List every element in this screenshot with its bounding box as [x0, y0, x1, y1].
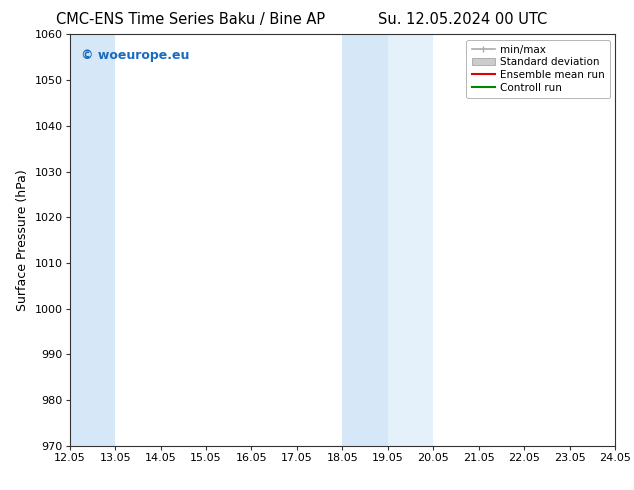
Bar — [70, 34, 115, 446]
Legend: min/max, Standard deviation, Ensemble mean run, Controll run: min/max, Standard deviation, Ensemble me… — [467, 40, 610, 98]
Text: CMC-ENS Time Series Baku / Bine AP: CMC-ENS Time Series Baku / Bine AP — [56, 12, 325, 27]
Y-axis label: Surface Pressure (hPa): Surface Pressure (hPa) — [16, 169, 29, 311]
Text: © woeurope.eu: © woeurope.eu — [81, 49, 189, 62]
Text: Su. 12.05.2024 00 UTC: Su. 12.05.2024 00 UTC — [378, 12, 547, 27]
Bar — [342, 34, 388, 446]
Bar — [388, 34, 433, 446]
